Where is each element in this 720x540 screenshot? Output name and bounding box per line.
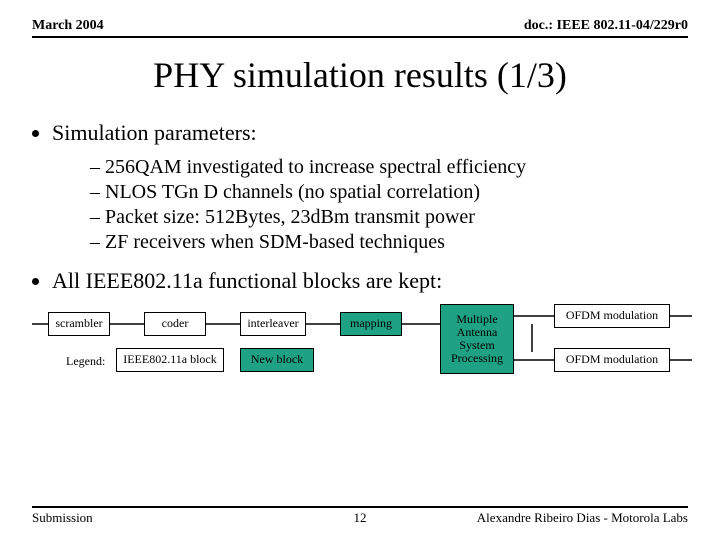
block-interleaver: interleaver xyxy=(240,312,306,336)
bullet-text: Simulation parameters: xyxy=(52,120,257,145)
sub-bullet: 256QAM investigated to increase spectral… xyxy=(90,156,688,179)
header-doc: doc.: IEEE 802.11-04/229r0 xyxy=(524,18,688,34)
block-ofdm-bottom: OFDM modulation xyxy=(554,348,670,372)
block-mapping: mapping xyxy=(340,312,402,336)
sub-bullet: NLOS TGn D channels (no spatial correlat… xyxy=(90,181,688,204)
header-date: March 2004 xyxy=(32,18,104,34)
block-coder: coder xyxy=(144,312,206,336)
sub-bullet: Packet size: 512Bytes, 23dBm transmit po… xyxy=(90,206,688,229)
footer-right: Alexandre Ribeiro Dias - Motorola Labs xyxy=(477,510,688,526)
block-masp: Multiple Antenna System Processing xyxy=(440,304,514,374)
block-scrambler: scrambler xyxy=(48,312,110,336)
block-ofdm-top: OFDM modulation xyxy=(554,304,670,328)
footer-page-number: 12 xyxy=(354,510,367,526)
bullet-blocks-kept: All IEEE802.11a functional blocks are ke… xyxy=(52,268,688,294)
legend-ieee-block: IEEE802.11a block xyxy=(116,348,224,372)
page-title: PHY simulation results (1/3) xyxy=(32,54,688,96)
header: March 2004 doc.: IEEE 802.11-04/229r0 xyxy=(32,18,688,38)
bullet-sim-params: Simulation parameters: 256QAM investigat… xyxy=(52,120,688,254)
sub-bullet: ZF receivers when SDM-based techniques xyxy=(90,231,688,254)
footer: Submission 12 Alexandre Ribeiro Dias - M… xyxy=(32,506,688,526)
legend-new-block: New block xyxy=(240,348,314,372)
footer-left: Submission xyxy=(32,510,93,526)
sub-bullet-list: 256QAM investigated to increase spectral… xyxy=(90,156,688,254)
bullet-list: Simulation parameters: 256QAM investigat… xyxy=(52,120,688,294)
block-diagram: scrambler coder interleaver mapping Mult… xyxy=(32,304,692,404)
legend-label: Legend: xyxy=(66,354,105,369)
